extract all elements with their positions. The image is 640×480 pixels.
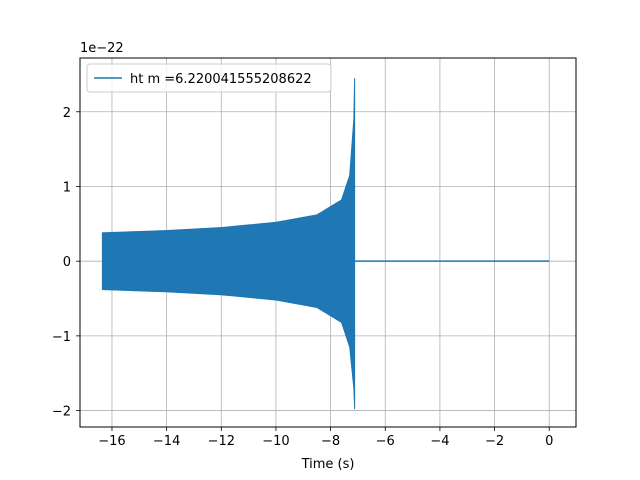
x-tick-label: −8 <box>321 434 340 449</box>
y-tick-label: 1 <box>63 180 71 195</box>
x-tick-label: −16 <box>98 434 125 449</box>
legend: ht m =6.220041555208622 <box>86 63 332 93</box>
x-tick-label: −4 <box>430 434 449 449</box>
y-tick-label: −2 <box>52 405 71 420</box>
y-tick-label: −1 <box>52 330 71 345</box>
x-tick-label: −14 <box>153 434 180 449</box>
x-tick-label: −6 <box>376 434 395 449</box>
y-axis-scale-label: 1e−22 <box>80 41 124 56</box>
x-tick-label: −2 <box>485 434 504 449</box>
x-axis: −16 −14 −12 −10 −8 −6 −4 −2 0 <box>98 427 553 449</box>
x-tick-label: −12 <box>208 434 235 449</box>
plot-frame <box>79 57 577 428</box>
y-tick-label: 0 <box>63 255 71 270</box>
legend-box <box>86 63 332 93</box>
y-tick-label: 2 <box>63 106 71 121</box>
legend-label: ht m =6.220041555208622 <box>130 72 312 87</box>
x-tick-label: 0 <box>545 434 553 449</box>
y-axis: −2 −1 0 1 2 <box>52 106 80 420</box>
series-layer <box>101 78 550 410</box>
x-axis-label: Time (s) <box>301 457 355 472</box>
x-tick-label: −10 <box>262 434 289 449</box>
strain-waveform-fill <box>101 78 356 410</box>
